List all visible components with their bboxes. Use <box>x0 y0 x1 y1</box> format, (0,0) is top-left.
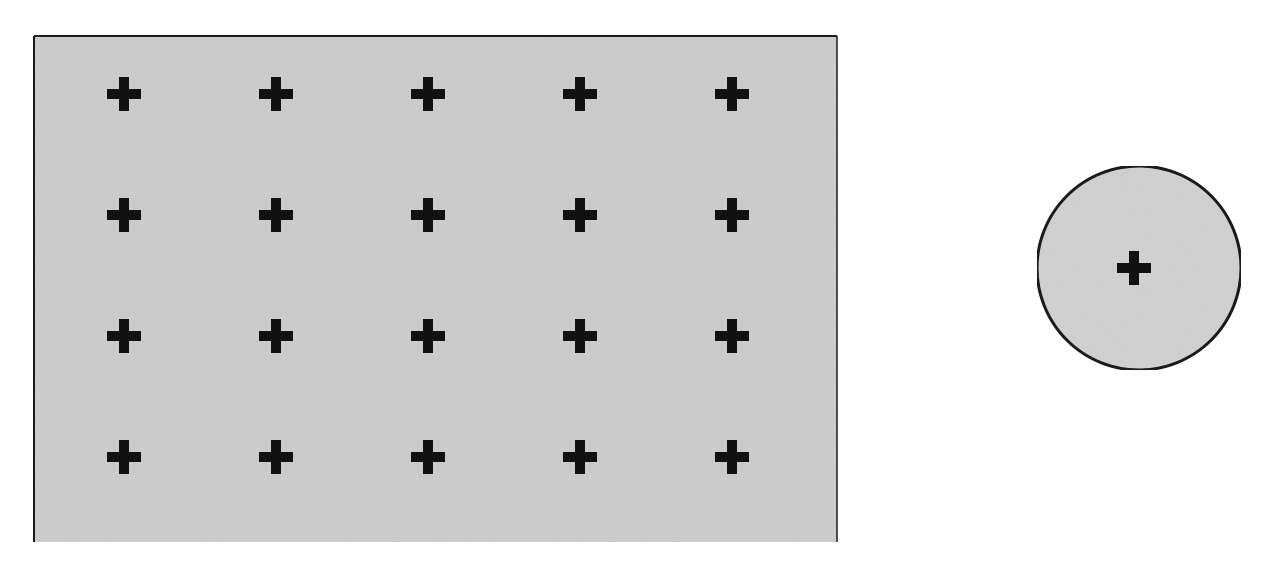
plus-icon <box>107 198 141 232</box>
grid-marker-layer <box>107 77 749 474</box>
single-circle <box>1035 164 1243 372</box>
plus-icon <box>411 77 445 111</box>
plus-icon <box>563 77 597 111</box>
plus-icon <box>107 440 141 474</box>
plus-icon <box>259 77 293 111</box>
plus-icon <box>259 198 293 232</box>
grid-panel-background <box>34 36 837 542</box>
plus-icon <box>715 319 749 353</box>
circle-marker-layer <box>1117 251 1151 285</box>
plus-icon <box>715 440 749 474</box>
grid-panel <box>33 35 838 542</box>
plus-icon <box>411 319 445 353</box>
plus-icon <box>563 198 597 232</box>
plus-icon <box>411 198 445 232</box>
plus-icon <box>715 198 749 232</box>
plus-icon <box>259 319 293 353</box>
plus-icon <box>107 319 141 353</box>
plus-icon <box>1117 251 1151 285</box>
plus-icon <box>715 77 749 111</box>
plus-icon <box>259 440 293 474</box>
plus-icon <box>107 77 141 111</box>
plus-icon <box>563 440 597 474</box>
plus-icon <box>411 440 445 474</box>
plus-icon <box>563 319 597 353</box>
